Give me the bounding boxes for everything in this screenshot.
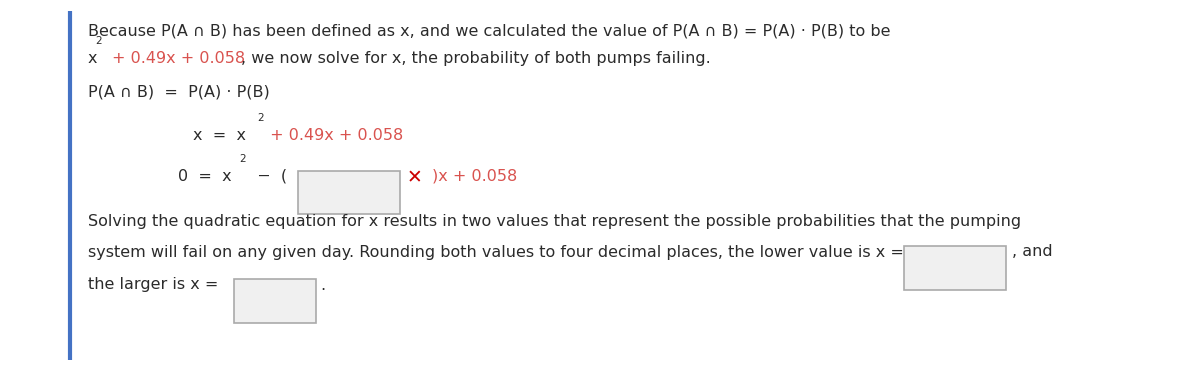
- Text: + 0.49x + 0.058: + 0.49x + 0.058: [112, 51, 245, 66]
- Text: Solving the quadratic equation for x results in two values that represent the po: Solving the quadratic equation for x res…: [88, 214, 1021, 229]
- Text: Because P(A ∩ B) has been defined as x, and we calculated the value of P(A ∩ B) : Because P(A ∩ B) has been defined as x, …: [88, 23, 890, 38]
- Text: P(A ∩ B)  =  P(A) · P(B): P(A ∩ B) = P(A) · P(B): [88, 84, 269, 99]
- Text: system will fail on any given day. Rounding both values to four decimal places, : system will fail on any given day. Round…: [88, 244, 904, 260]
- Text: 0  =  x: 0 = x: [178, 169, 232, 184]
- Text: 2: 2: [239, 154, 246, 165]
- Text: 2: 2: [257, 113, 264, 123]
- Text: x  =  x: x = x: [193, 128, 246, 142]
- Text: .: .: [320, 278, 325, 292]
- Text: , we now solve for x, the probability of both pumps failing.: , we now solve for x, the probability of…: [241, 51, 710, 66]
- Text: the larger is x =: the larger is x =: [88, 278, 218, 292]
- Text: + 0.49x + 0.058: + 0.49x + 0.058: [265, 128, 403, 142]
- Text: , and: , and: [1012, 244, 1052, 260]
- Text: −  (: − (: [247, 169, 287, 184]
- Text: x: x: [88, 51, 97, 66]
- Text: 2: 2: [96, 36, 102, 46]
- Text: )x + 0.058: )x + 0.058: [432, 169, 517, 184]
- Text: ✕: ✕: [407, 169, 422, 188]
